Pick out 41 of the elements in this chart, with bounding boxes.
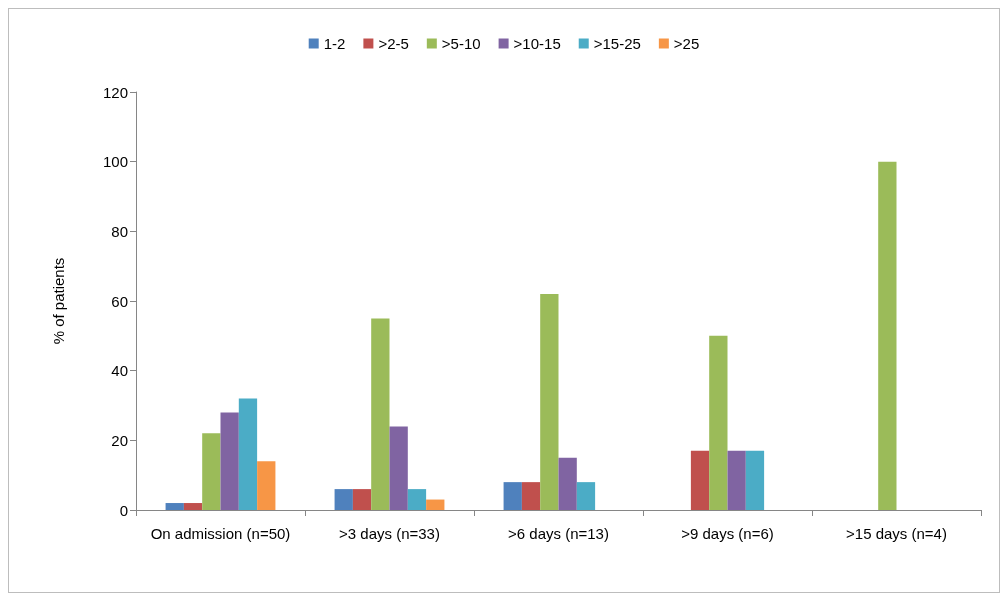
bar	[745, 450, 765, 510]
legend-label: >25	[673, 35, 700, 52]
legend-label: 1-2	[323, 35, 346, 52]
bar	[407, 489, 427, 510]
x-tick-label: >15 days (n=4)	[846, 524, 947, 542]
bar	[238, 398, 258, 510]
bar	[334, 489, 353, 510]
bar	[576, 482, 596, 510]
bar	[257, 461, 276, 510]
bar	[709, 335, 728, 510]
bar	[165, 503, 184, 510]
legend-label: >10-15	[513, 35, 561, 52]
bar	[503, 482, 522, 510]
legend-label: >2-5	[378, 35, 409, 52]
bar	[352, 489, 372, 510]
bar	[202, 433, 221, 510]
y-tick-label: 80	[111, 222, 128, 240]
bar	[389, 426, 408, 510]
x-tick-label: >9 days (n=6)	[681, 524, 774, 542]
y-tick-label: 100	[102, 153, 128, 171]
bar	[371, 318, 390, 510]
y-tick-label: 120	[102, 83, 128, 101]
bar	[878, 161, 897, 510]
bar	[540, 294, 559, 510]
bar	[727, 450, 746, 510]
y-tick-label: 20	[111, 431, 128, 449]
x-tick-label: >3 days (n=33)	[339, 524, 440, 542]
x-tick-label: >6 days (n=13)	[508, 524, 609, 542]
legend-label: >15-25	[593, 35, 641, 52]
bar	[426, 499, 445, 510]
bar	[183, 503, 203, 510]
bar	[220, 412, 239, 510]
x-tick-label: On admission (n=50)	[150, 524, 291, 542]
legend-label: >5-10	[441, 35, 481, 52]
y-tick-label: 0	[119, 501, 128, 519]
bar	[521, 482, 541, 510]
y-tick-label: 60	[111, 292, 128, 310]
y-axis-title: % of patients	[50, 257, 67, 345]
y-tick-label: 40	[111, 362, 128, 380]
bar	[690, 450, 710, 510]
bar	[558, 457, 577, 510]
